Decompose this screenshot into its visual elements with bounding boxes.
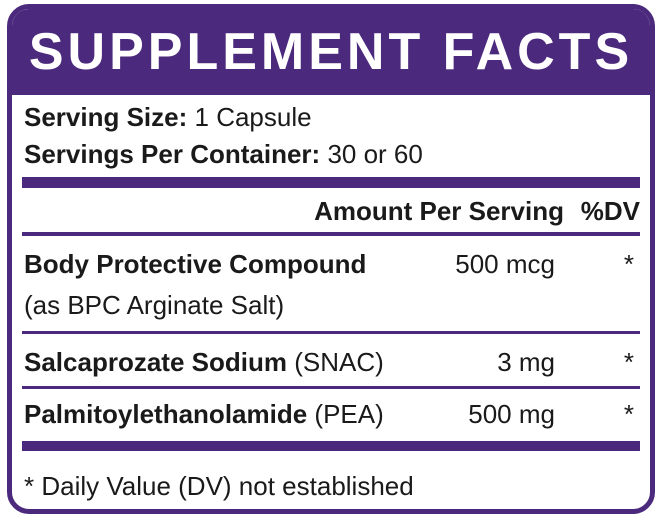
divider <box>22 386 640 389</box>
amount: 500 mcg <box>455 249 555 279</box>
divider <box>22 441 640 451</box>
dv: * <box>623 347 634 377</box>
ingredient-note: (as BPC Arginate Salt) <box>24 290 285 320</box>
ingredient-qualifier: (SNAC) <box>294 347 384 377</box>
dv: * <box>623 399 634 429</box>
dv: * <box>623 249 634 279</box>
column-header: Amount Per Serving <box>314 196 564 226</box>
divider <box>22 177 640 188</box>
divider <box>22 232 640 236</box>
label: Serving Size: <box>24 102 188 132</box>
ingredient-qualifier: (PEA) <box>314 399 384 429</box>
serving-size: Serving Size: 1 Capsule <box>24 101 312 133</box>
ingredient-name: Salcaprozate Sodium <box>24 347 287 377</box>
label: Servings Per Container: <box>24 139 321 169</box>
amount: 3 mg <box>497 347 555 377</box>
amount: 500 mg <box>468 399 555 429</box>
value: 1 Capsule <box>194 102 312 132</box>
divider <box>22 331 640 334</box>
ingredient: Palmitoylethanolamide (PEA) <box>24 398 384 430</box>
header-band: SUPPLEMENT FACTS <box>12 9 650 95</box>
ingredient-name: Palmitoylethanolamide <box>24 399 308 429</box>
footnote: * Daily Value (DV) not established <box>24 471 414 501</box>
column-header: %DV <box>580 196 640 226</box>
value: 30 or 60 <box>327 139 423 169</box>
supplement-label: SUPPLEMENT FACTS Serving Size: 1 Capsule… <box>7 4 655 514</box>
ingredient: Salcaprozate Sodium (SNAC) <box>24 346 384 378</box>
servings-per-container: Servings Per Container: 30 or 60 <box>24 138 423 170</box>
title: SUPPLEMENT FACTS <box>28 23 634 81</box>
ingredient-name: Body Protective Compound <box>24 249 367 279</box>
